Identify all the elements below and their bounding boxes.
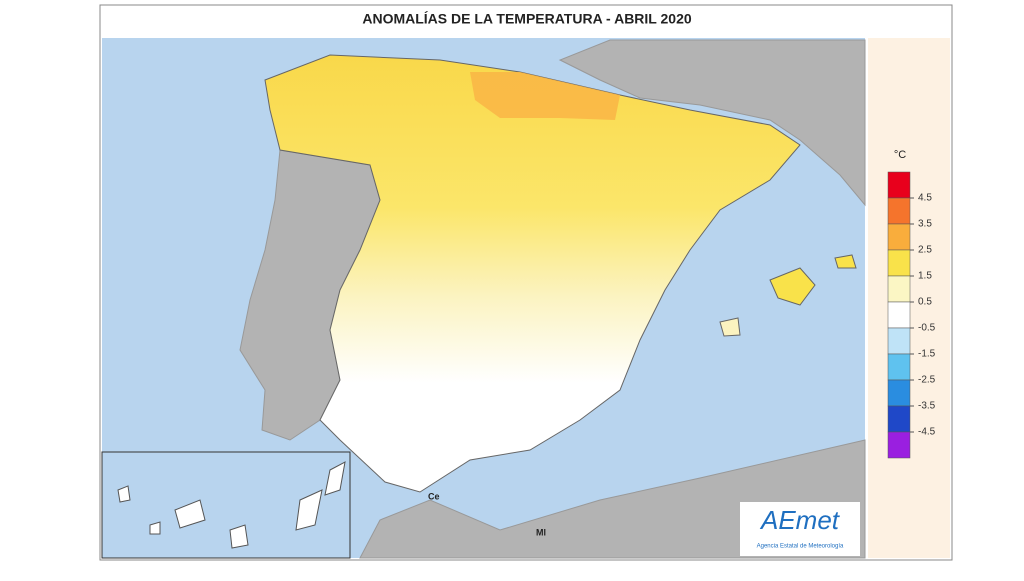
legend-label: -4.5 xyxy=(918,427,936,438)
warm-area xyxy=(470,72,620,120)
france xyxy=(558,39,866,207)
legend-label: -1.5 xyxy=(918,349,936,360)
legend-swatch xyxy=(887,327,911,355)
legend-swatch xyxy=(887,301,911,329)
ibiza xyxy=(719,317,741,337)
place-label: Ml xyxy=(536,527,546,537)
legend-label: -2.5 xyxy=(918,375,936,386)
logo: AEmet xyxy=(759,505,841,535)
mallorca xyxy=(769,267,816,306)
legend-label: 0.5 xyxy=(918,297,932,308)
legend-label: 1.5 xyxy=(918,271,932,282)
legend-unit: °C xyxy=(894,149,906,161)
logo-box xyxy=(740,502,860,556)
legend-swatch xyxy=(887,431,911,459)
legend-label: -0.5 xyxy=(918,323,936,334)
legend: 4.5 3.5 2.5 1.5 0.5 -0.5 -1.5 -2.5 -3.5 -4.5 xyxy=(887,171,936,459)
legend-swatch xyxy=(887,171,911,199)
legend-swatch xyxy=(887,223,911,251)
spain xyxy=(264,54,801,493)
legend-swatch xyxy=(887,405,911,433)
title: ANOMALÍAS DE LA TEMPERATURA - ABRIL 2020 xyxy=(362,11,691,27)
africa xyxy=(359,439,866,559)
legend-swatch xyxy=(887,353,911,381)
legend-swatch xyxy=(887,379,911,407)
legend-label: -3.5 xyxy=(918,401,936,412)
legend-swatch xyxy=(887,197,911,225)
logo-subtitle: Agencia Estatal de Meteorología xyxy=(757,544,844,550)
canary-islands xyxy=(117,461,346,549)
legend-label: 2.5 xyxy=(918,245,932,256)
menorca xyxy=(834,254,857,269)
legend-swatch xyxy=(887,249,911,277)
legend-swatch xyxy=(887,275,911,303)
legend-label: 3.5 xyxy=(918,219,932,230)
legend-label: 4.5 xyxy=(918,193,932,204)
place-label: Ce xyxy=(428,491,440,501)
